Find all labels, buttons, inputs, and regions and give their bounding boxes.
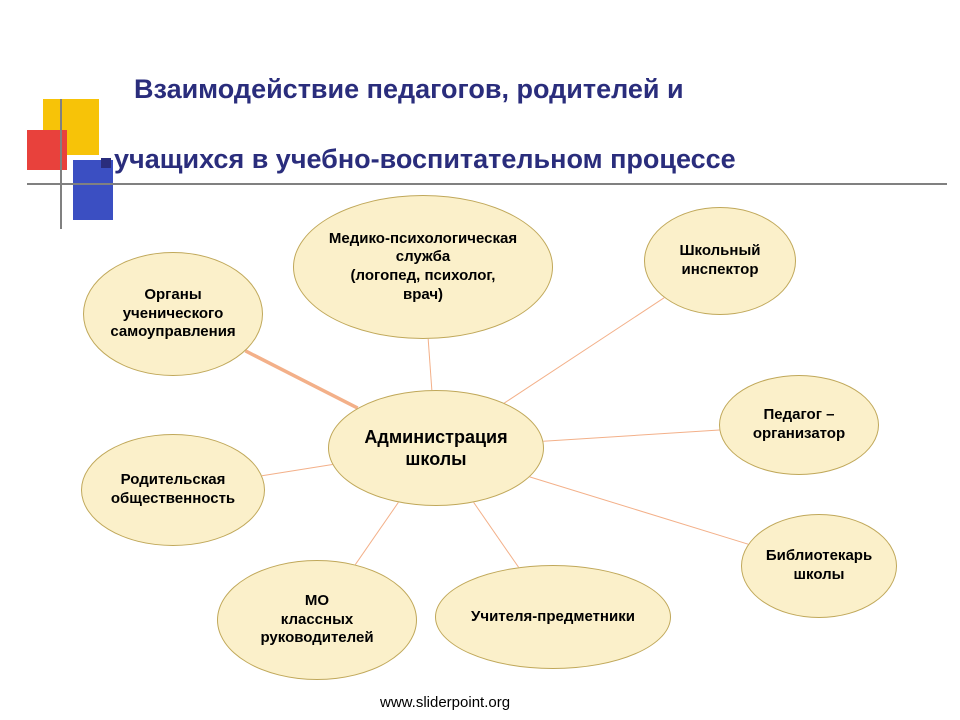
decor-square-blue	[73, 160, 113, 220]
node-med_psych: Медико-психологическая служба (логопед, …	[293, 195, 553, 339]
node-label: МО классных руководителей	[228, 592, 406, 648]
decor-line-vertical	[60, 99, 62, 229]
edge	[474, 502, 519, 567]
node-organizer: Педагог – организатор	[719, 375, 879, 475]
diagram-stage: Взаимодействие педагогов, родителей и уч…	[0, 0, 960, 720]
slide-title-line2: учащихся в учебно-воспитательном процесс…	[114, 144, 736, 175]
edge	[262, 465, 332, 476]
node-label: Школьный инспектор	[655, 242, 785, 280]
node-label: Родительская общественность	[92, 471, 254, 509]
decor-line-horizontal	[27, 183, 947, 185]
node-subject_teachers: Учителя-предметники	[435, 565, 671, 669]
slide-title-line1: Взаимодействие педагогов, родителей и	[134, 74, 684, 105]
node-label: Администрация школы	[339, 426, 533, 471]
node-label: Медико-психологическая служба (логопед, …	[304, 230, 542, 305]
edge	[543, 430, 719, 441]
node-inspector: Школьный инспектор	[644, 207, 796, 315]
node-label: Педагог – организатор	[730, 406, 868, 444]
edge	[355, 502, 398, 564]
title-bullet-icon	[101, 158, 111, 168]
edge	[530, 477, 749, 544]
node-parents: Родительская общественность	[81, 434, 265, 546]
node-mo_class: МО классных руководителей	[217, 560, 417, 680]
footer-url: www.sliderpoint.org	[380, 694, 510, 711]
node-label: Библиотекарь школы	[752, 547, 886, 585]
node-center: Администрация школы	[328, 390, 544, 506]
node-librarian: Библиотекарь школы	[741, 514, 897, 618]
node-label: Учителя-предметники	[446, 608, 660, 627]
edge	[504, 298, 664, 403]
edge	[428, 339, 432, 390]
node-label: Органы ученического самоуправления	[94, 286, 252, 342]
node-student_gov: Органы ученического самоуправления	[83, 252, 263, 376]
edge	[245, 351, 357, 408]
